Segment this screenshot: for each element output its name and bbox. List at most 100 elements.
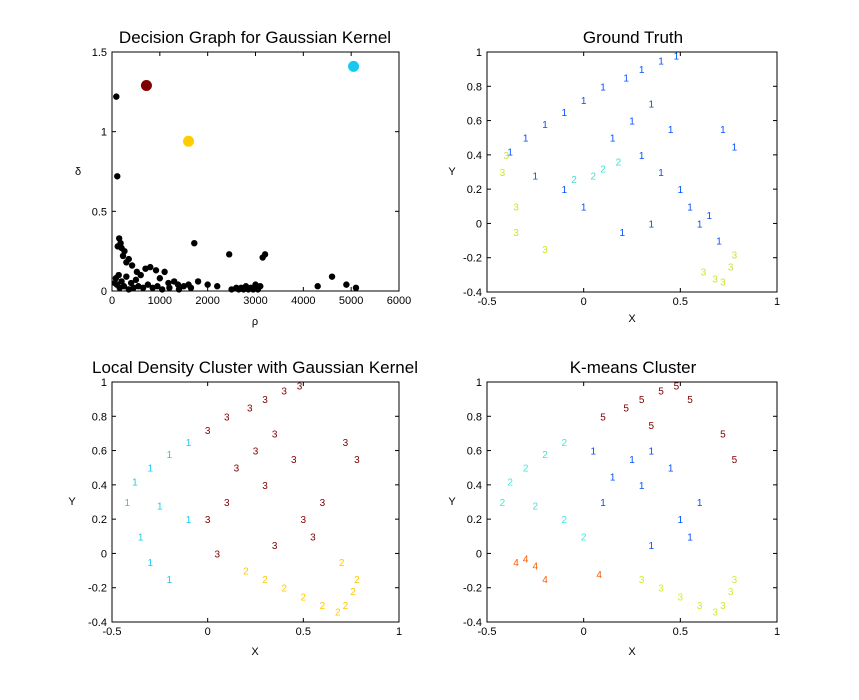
cluster-label-point: 1 — [649, 219, 655, 230]
data-point — [144, 281, 152, 288]
cluster-label-point: 1 — [186, 515, 192, 526]
cluster-label-point: 2 — [616, 158, 622, 169]
cluster-label-point: 1 — [716, 237, 722, 248]
y-tick-label: 0.8 — [467, 81, 482, 93]
cluster-label-point: 1 — [132, 477, 138, 488]
cluster-label-point: 2 — [281, 584, 287, 595]
cluster-label-point: 2 — [354, 575, 360, 586]
cluster-label-point: 3 — [224, 498, 230, 509]
cluster-label-point: 1 — [610, 472, 616, 483]
decision-graph-panel: Decision Graph for Gaussian Kernel 0 1000… — [75, 28, 411, 328]
cluster-label-point: 1 — [610, 134, 616, 145]
local-density-cluster-panel: Local Density Cluster with Gaussian Kern… — [68, 358, 418, 658]
cluster-label-point: 3 — [297, 381, 303, 392]
cluster-label-point: 1 — [542, 120, 548, 131]
cluster-label-point: 1 — [620, 228, 626, 239]
x-tick-label: 1000 — [148, 295, 172, 307]
y-tick-label: 1 — [101, 377, 107, 389]
data-point — [121, 247, 128, 255]
x-tick-label: 0 — [581, 296, 587, 308]
data-point — [128, 262, 136, 269]
cluster-label-point: 3 — [343, 438, 349, 449]
cluster-label-point: 1 — [629, 117, 635, 128]
x-tick-label: 1 — [774, 626, 780, 638]
data-point — [166, 284, 173, 292]
decision-graph-ylabel: δ — [75, 166, 81, 178]
data-point — [245, 286, 252, 293]
cluster-label-point: 1 — [639, 481, 645, 492]
cluster-label-point: 1 — [600, 498, 606, 509]
x-tick-label: 3000 — [243, 295, 267, 307]
y-tick-label: -0.4 — [88, 617, 107, 629]
cluster-label-point: 3 — [513, 202, 519, 213]
local-density-cluster-axes — [111, 381, 400, 623]
y-tick-label: 0.6 — [467, 116, 482, 128]
data-point — [159, 286, 166, 293]
y-tick-label: -0.2 — [88, 583, 107, 595]
cluster-label-point: 5 — [674, 381, 680, 392]
cluster-center-point — [140, 79, 152, 91]
cluster-label-point: 1 — [167, 575, 173, 586]
y-tick-label: 0 — [101, 286, 107, 298]
cluster-label-point: 3 — [272, 429, 278, 440]
cluster-label-point: 1 — [639, 151, 645, 162]
cluster-label-point: 3 — [513, 228, 519, 239]
cluster-label-point: 2 — [523, 464, 529, 475]
cluster-label-point: 1 — [649, 447, 655, 458]
cluster-label-point: 3 — [310, 532, 316, 543]
cluster-label-point: 1 — [562, 185, 568, 196]
cluster-center-point — [348, 60, 360, 72]
cluster-label-point: 3 — [504, 151, 510, 162]
cluster-label-point: 3 — [291, 455, 297, 466]
cluster-label-point: 3 — [262, 481, 268, 492]
data-point — [204, 281, 211, 288]
data-point — [123, 273, 130, 280]
cluster-label-point: 3 — [262, 395, 268, 406]
x-tick-label: 0.5 — [673, 296, 688, 308]
data-point — [174, 281, 182, 288]
y-tick-label: 1 — [101, 127, 107, 139]
data-point — [214, 283, 221, 290]
y-tick-label: 0.2 — [467, 514, 482, 526]
cluster-label-point: 2 — [562, 438, 568, 449]
x-tick-label: 2000 — [195, 295, 219, 307]
cluster-label-point: 2 — [339, 558, 345, 569]
data-point — [235, 286, 242, 293]
x-tick-label: 0 — [109, 295, 115, 307]
data-point — [194, 278, 202, 285]
cluster-label-point: 1 — [147, 464, 153, 475]
data-point — [132, 276, 140, 284]
k-means-cluster-title: K-means Cluster — [570, 358, 697, 377]
x-tick-label: 0 — [205, 626, 211, 638]
cluster-label-point: 3 — [542, 245, 548, 256]
y-tick-label: 1.5 — [92, 47, 107, 59]
cluster-label-point: 1 — [720, 125, 726, 136]
y-tick-label: 0.4 — [467, 480, 482, 492]
cluster-label-point: 3 — [224, 412, 230, 423]
cluster-label-point: 1 — [581, 202, 587, 213]
ground-truth-xlabel: X — [628, 313, 636, 325]
cluster-label-point: 1 — [678, 185, 684, 196]
cluster-label-point: 3 — [272, 541, 278, 552]
ground-truth-title: Ground Truth — [583, 28, 683, 47]
data-point — [117, 240, 124, 247]
cluster-label-point: 3 — [678, 592, 684, 603]
data-point — [187, 284, 195, 292]
y-tick-label: -0.2 — [463, 583, 482, 595]
cluster-label-point: 5 — [600, 412, 606, 423]
cluster-label-point: 3 — [214, 549, 220, 560]
x-tick-label: -0.5 — [103, 626, 122, 638]
cluster-label-point: 1 — [562, 108, 568, 119]
data-point — [118, 278, 125, 285]
data-point — [249, 286, 257, 293]
cluster-label-point: 1 — [147, 558, 153, 569]
cluster-label-point: 2 — [591, 171, 597, 182]
cluster-label-point: 3 — [658, 584, 664, 595]
cluster-label-point: 1 — [125, 498, 131, 509]
data-point — [125, 255, 132, 263]
cluster-label-point: 3 — [247, 404, 253, 415]
data-point — [175, 286, 183, 293]
data-point — [147, 263, 154, 271]
data-point — [191, 240, 198, 247]
